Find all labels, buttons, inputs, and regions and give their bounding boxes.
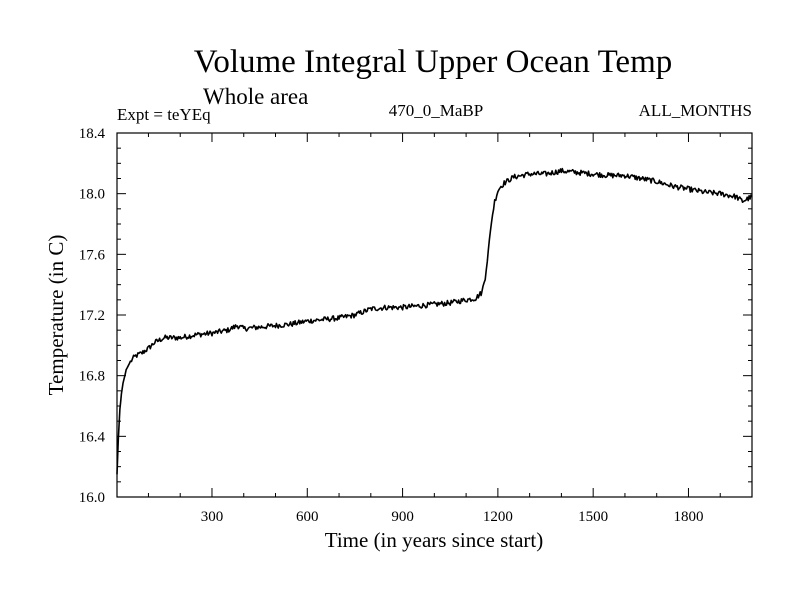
x-axis-label: Time (in years since start) <box>325 528 544 552</box>
series-line <box>116 167 753 475</box>
series-layer <box>116 167 753 475</box>
y-tick-label: 18.4 <box>79 126 106 142</box>
plot-frame <box>116 132 753 498</box>
x-tick-label: 600 <box>296 509 319 525</box>
y-tick-label: 16.4 <box>79 429 106 445</box>
run-label: 470_0_MaBP <box>389 101 483 120</box>
y-axis-label: Temperature (in C) <box>44 235 68 396</box>
chart-title: Volume Integral Upper Ocean Temp <box>194 44 672 80</box>
x-axis: 300 600 900 1200 1500 1800 <box>147 133 721 525</box>
x-tick-label: 1200 <box>483 509 513 525</box>
x-tick-label: 300 <box>201 509 224 525</box>
y-tick-label: 17.6 <box>79 247 106 263</box>
x-tick-label: 900 <box>391 509 414 525</box>
chart-subtitle: Whole area <box>203 84 308 109</box>
x-tick-label: 1800 <box>673 509 703 525</box>
x-tick-label: 1500 <box>578 509 608 525</box>
y-tick-label: 16.0 <box>79 490 105 506</box>
y-tick-label: 16.8 <box>79 369 105 385</box>
y-axis: 16.0 16.4 16.8 17.2 17.6 18.0 18.4 <box>79 126 752 506</box>
y-tick-label: 18.0 <box>79 187 105 203</box>
y-tick-label: 17.2 <box>79 308 105 324</box>
experiment-label: Expt = teYEq <box>117 105 211 124</box>
period-label: ALL_MONTHS <box>639 101 752 120</box>
